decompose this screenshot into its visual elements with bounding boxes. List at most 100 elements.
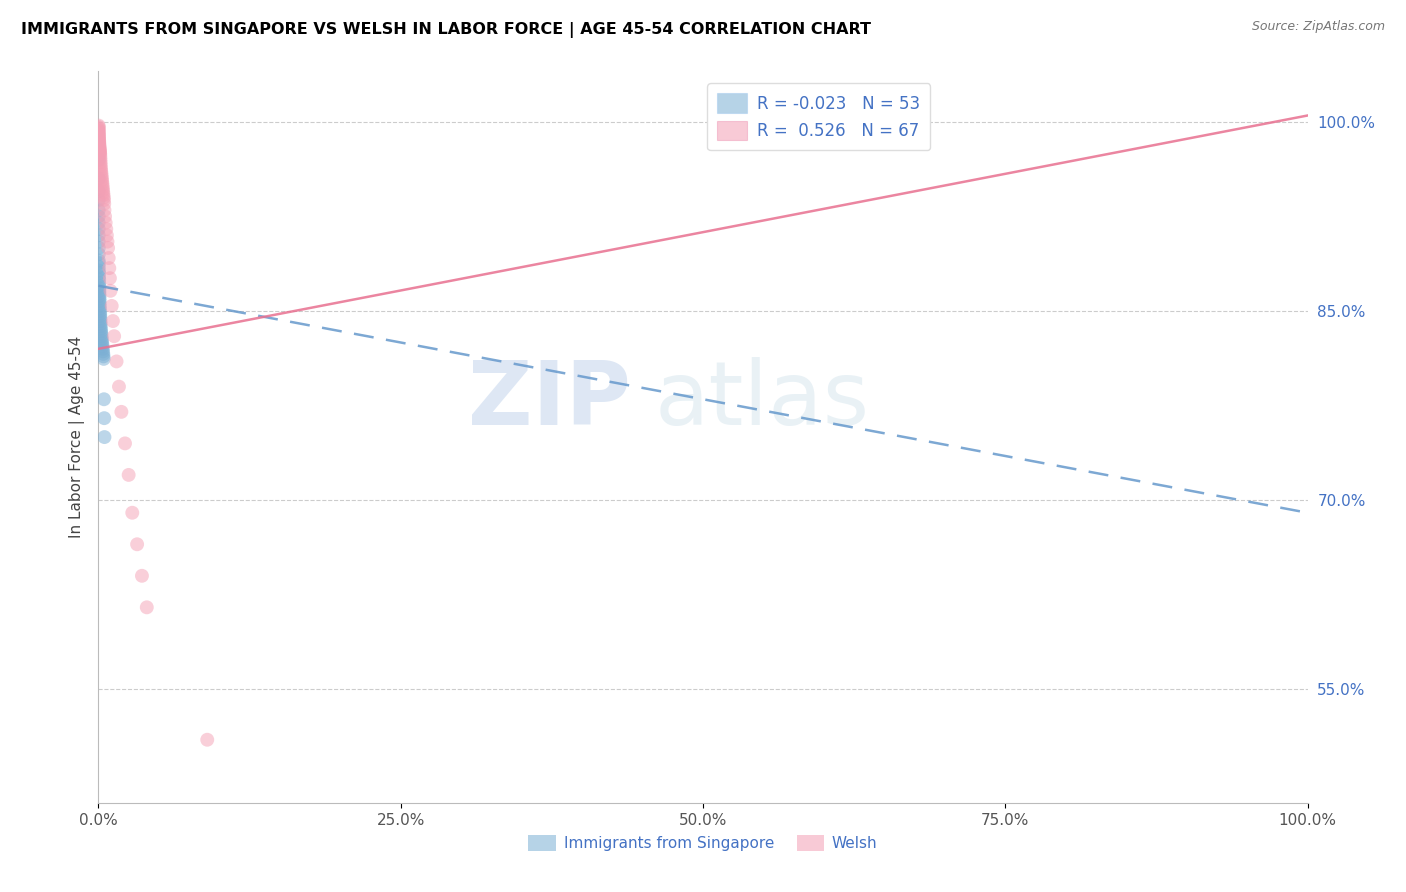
Point <box>94 216 117 230</box>
Point <box>89 272 111 286</box>
Point <box>89 301 111 316</box>
Point <box>89 145 111 159</box>
Point <box>90 170 112 185</box>
Point <box>91 334 114 349</box>
Point <box>89 278 111 293</box>
Point <box>87 256 110 270</box>
Point <box>87 121 110 136</box>
Point <box>89 314 111 328</box>
Point <box>89 153 111 167</box>
Point <box>89 143 111 157</box>
Point <box>87 119 110 133</box>
Point <box>93 430 115 444</box>
Point <box>118 467 141 482</box>
Point <box>91 336 114 351</box>
Text: ZIP: ZIP <box>468 357 630 444</box>
Point <box>94 210 117 224</box>
Point <box>100 284 122 298</box>
Point <box>98 271 121 285</box>
Point <box>89 281 111 295</box>
Point <box>87 122 110 136</box>
Point <box>97 241 120 255</box>
Point <box>87 132 110 146</box>
Point <box>89 291 111 305</box>
Point <box>90 332 112 346</box>
Point <box>87 131 110 145</box>
Point <box>93 203 115 218</box>
Point <box>87 260 110 274</box>
Point <box>87 126 110 140</box>
Point <box>100 299 122 313</box>
Point <box>87 125 110 139</box>
Point <box>91 175 114 189</box>
Point <box>101 314 124 328</box>
Point <box>90 162 112 177</box>
Point <box>93 196 115 211</box>
Point <box>87 253 110 268</box>
Point <box>93 350 115 364</box>
Point <box>89 309 111 323</box>
Point <box>90 158 112 172</box>
Point <box>89 134 111 148</box>
Point <box>87 203 110 218</box>
Point <box>89 146 111 161</box>
Point <box>90 324 112 338</box>
Point <box>87 193 110 207</box>
Point <box>110 405 132 419</box>
Text: IMMIGRANTS FROM SINGAPORE VS WELSH IN LABOR FORCE | AGE 45-54 CORRELATION CHART: IMMIGRANTS FROM SINGAPORE VS WELSH IN LA… <box>21 22 872 38</box>
Point <box>114 436 136 450</box>
Point <box>127 537 149 551</box>
Point <box>98 261 121 276</box>
Point <box>89 136 111 151</box>
Point <box>89 286 111 301</box>
Point <box>87 222 110 236</box>
Point <box>87 171 110 186</box>
Point <box>90 317 112 331</box>
Point <box>87 216 110 230</box>
Point <box>87 128 110 143</box>
Point <box>91 347 114 361</box>
Point <box>87 128 110 142</box>
Point <box>90 319 112 334</box>
Point <box>91 183 114 197</box>
Point <box>87 120 110 134</box>
Point <box>103 329 125 343</box>
Point <box>90 160 112 174</box>
Point <box>87 228 110 243</box>
Point <box>89 135 111 149</box>
Point <box>89 147 111 161</box>
Point <box>195 732 218 747</box>
Point <box>89 289 111 303</box>
Point <box>131 569 153 583</box>
Point <box>87 263 110 277</box>
Point <box>87 235 110 249</box>
Point <box>87 123 110 137</box>
Point <box>89 138 111 153</box>
Point <box>89 299 111 313</box>
Point <box>89 277 111 291</box>
Point <box>97 251 120 265</box>
Point <box>90 155 112 169</box>
Point <box>91 173 114 187</box>
Point <box>89 144 111 158</box>
Point <box>91 186 114 200</box>
Point <box>89 293 111 308</box>
Point <box>93 392 115 407</box>
Point <box>135 600 157 615</box>
Point <box>87 184 110 198</box>
Point <box>105 354 128 368</box>
Point <box>87 130 110 145</box>
Point <box>91 344 114 359</box>
Point <box>91 342 114 356</box>
Text: Source: ZipAtlas.com: Source: ZipAtlas.com <box>1251 20 1385 33</box>
Point <box>93 188 115 202</box>
Point <box>87 241 110 255</box>
Point <box>96 235 118 249</box>
Point <box>87 269 110 284</box>
Point <box>89 141 111 155</box>
Point <box>93 411 115 425</box>
Point <box>90 329 112 343</box>
Y-axis label: In Labor Force | Age 45-54: In Labor Force | Age 45-54 <box>69 336 84 538</box>
Point <box>93 190 115 204</box>
Point <box>89 284 111 298</box>
